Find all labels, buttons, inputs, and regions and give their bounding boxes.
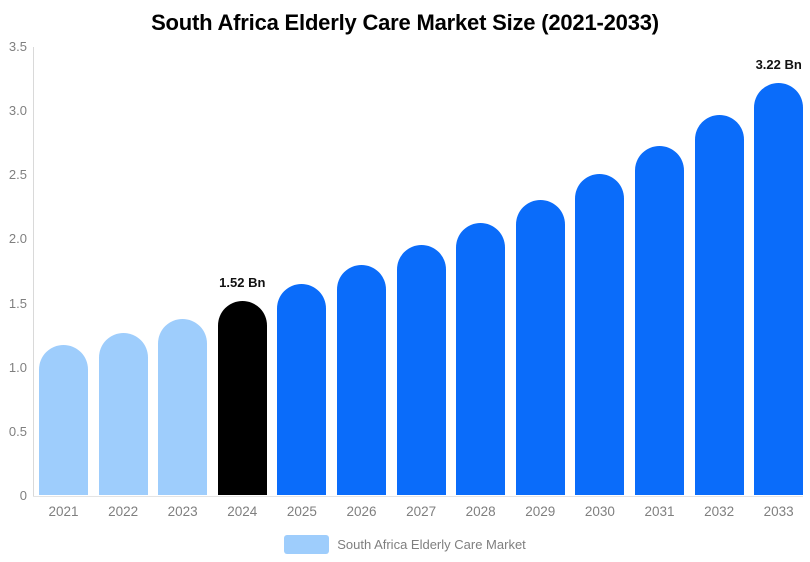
bar-2028[interactable]: [456, 222, 506, 495]
bar-2026[interactable]: [337, 265, 386, 495]
bar-2024[interactable]: [217, 301, 267, 495]
bar-2023[interactable]: [158, 318, 208, 495]
y-tick-label-2.0: 2.0: [8, 231, 27, 247]
y-tick-label-2.5: 2.5: [8, 167, 27, 183]
y-tick-label-1.0: 1.0: [8, 359, 27, 375]
bar-2022[interactable]: [98, 333, 148, 495]
x-axis-label-2028: 2028: [465, 504, 496, 519]
bar-2030[interactable]: [575, 174, 625, 495]
x-axis-label-2031: 2031: [644, 504, 675, 519]
bar-2032[interactable]: [694, 114, 744, 495]
x-axis-label-2022: 2022: [108, 504, 139, 519]
bar-2031[interactable]: [635, 145, 684, 495]
bar-2027[interactable]: [396, 244, 446, 495]
y-tick-label-1.5: 1.5: [8, 295, 27, 311]
y-tick-label-0.5: 0.5: [8, 423, 27, 439]
x-axis-label-2033: 2033: [763, 504, 794, 519]
legend-swatch: [284, 535, 330, 554]
x-axis-label-2029: 2029: [525, 504, 556, 519]
legend-item[interactable]: South Africa Elderly Care Market: [0, 535, 810, 554]
x-axis-label-2027: 2027: [406, 504, 437, 519]
x-axis-label-2024: 2024: [227, 504, 258, 519]
x-axis-label-2025: 2025: [286, 504, 317, 519]
value-label-2024: 1.52 Bn: [219, 275, 266, 290]
y-axis-line: [33, 47, 34, 496]
x-axis-label-2021: 2021: [48, 504, 79, 519]
y-tick-label-0: 0: [19, 488, 27, 503]
bar-2021[interactable]: [39, 344, 88, 495]
y-tick-label-3.0: 3.0: [8, 103, 27, 119]
bar-2025[interactable]: [277, 284, 327, 495]
bar-2029[interactable]: [515, 199, 565, 495]
y-tick-label-3.5: 3.5: [8, 39, 27, 54]
x-axis-label-2023: 2023: [167, 504, 198, 519]
x-axis-line: [33, 496, 803, 497]
x-axis-label-2030: 2030: [584, 504, 615, 519]
x-axis-label-2032: 2032: [704, 504, 735, 519]
x-axis-label-2026: 2026: [346, 504, 377, 519]
legend-label: South Africa Elderly Care Market: [337, 537, 526, 552]
chart-title: South Africa Elderly Care Market Size (2…: [151, 10, 659, 35]
bar-2033[interactable]: [754, 82, 804, 495]
value-label-2033: 3.22 Bn: [755, 56, 802, 72]
